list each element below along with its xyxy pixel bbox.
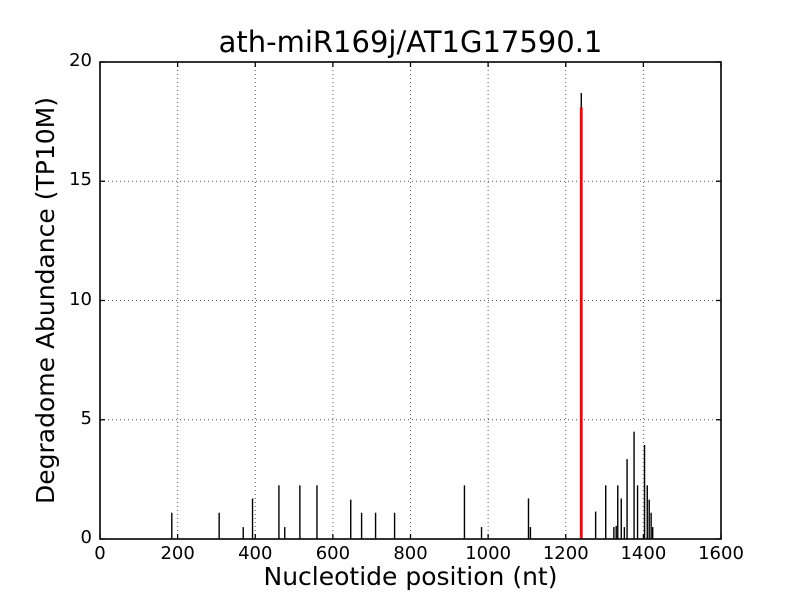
- y-tick-label: 15: [69, 169, 92, 191]
- x-tick-label: 1400: [620, 543, 667, 564]
- x-tick-label: 1000: [465, 543, 512, 564]
- x-tick-label: 400: [238, 543, 273, 564]
- y-tick-label: 5: [80, 407, 92, 429]
- x-tick-label: 1200: [542, 543, 589, 564]
- y-tick-label: 20: [69, 50, 92, 71]
- plot-title: ath-miR169j/AT1G17590.1: [218, 25, 603, 59]
- x-axis-label: Nucleotide position (nt): [263, 562, 558, 591]
- x-tick-label: 200: [160, 543, 195, 564]
- y-tick-label: 0: [80, 527, 92, 548]
- x-tick-label: 800: [393, 543, 428, 564]
- y-tick-label: 10: [69, 288, 92, 310]
- x-tick-label: 1600: [698, 543, 744, 564]
- x-tick-label: 600: [315, 543, 351, 564]
- x-tick-label: 0: [94, 543, 106, 564]
- axes-spines: [99, 61, 722, 540]
